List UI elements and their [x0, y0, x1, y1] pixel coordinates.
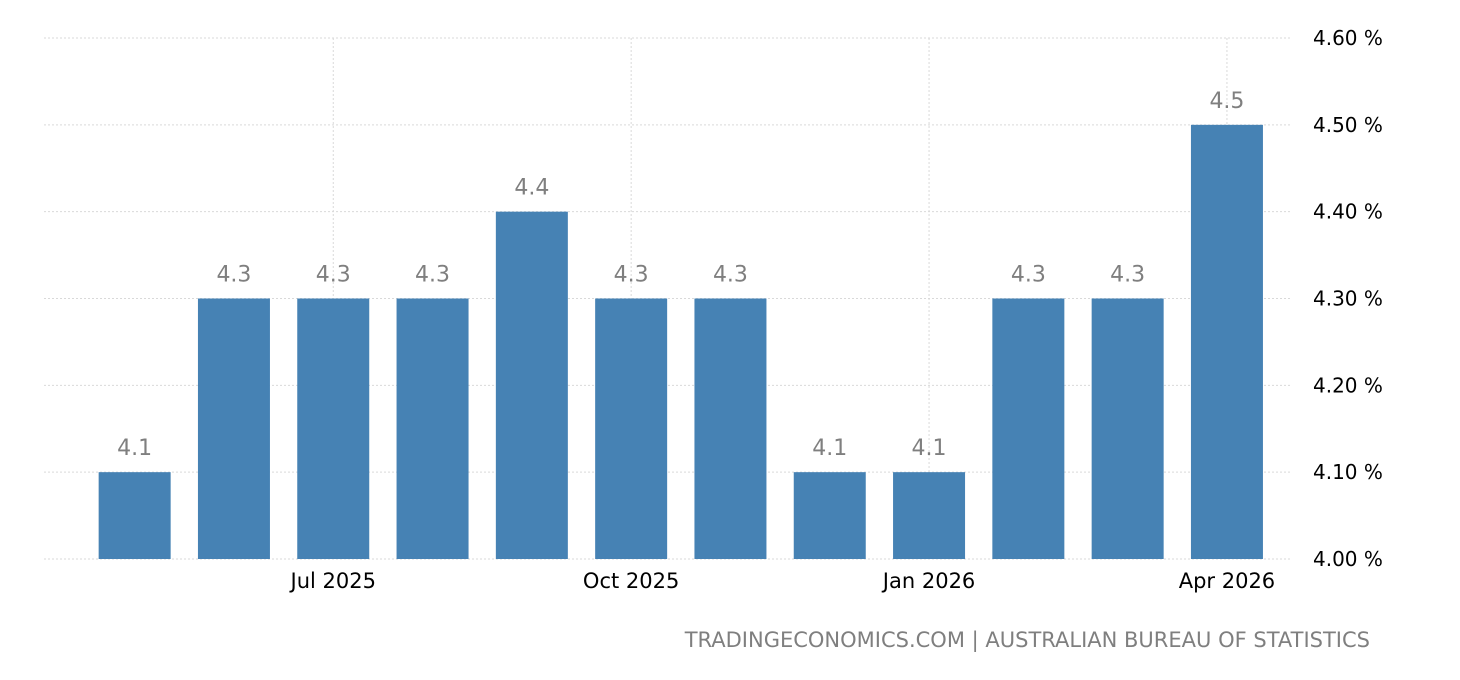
- x-tick-label: Jul 2025: [289, 569, 376, 593]
- bar[interactable]: [793, 472, 866, 559]
- bar-value-label: 4.1: [117, 436, 152, 461]
- source-attribution: TRADINGECONOMICS.COM | AUSTRALIAN BUREAU…: [684, 628, 1370, 652]
- bar-value-label: 4.1: [812, 436, 847, 461]
- bar[interactable]: [396, 298, 469, 560]
- y-tick-label: 4.40 %: [1313, 200, 1383, 224]
- bar[interactable]: [297, 298, 370, 560]
- bar-value-label: 4.5: [1209, 89, 1244, 114]
- bar[interactable]: [1190, 124, 1263, 559]
- y-tick-label: 4.00 %: [1313, 547, 1383, 571]
- y-tick-label: 4.50 %: [1313, 113, 1383, 137]
- bar-value-label: 4.3: [1011, 263, 1046, 288]
- bar-value-labels: 4.1 4.3 4.3 4.3 4.4 4.3 4.3 4.1 4.1 4.3 4.3 4.5: [117, 89, 1244, 461]
- bar-value-label: 4.3: [614, 263, 649, 288]
- bar[interactable]: [595, 298, 668, 560]
- y-tick-label: 4.10 %: [1313, 460, 1383, 484]
- bar-value-label: 4.3: [1110, 263, 1145, 288]
- bar-value-label: 4.3: [316, 263, 351, 288]
- bar-value-label: 4.3: [216, 263, 251, 288]
- y-axis: 4.00 % 4.10 % 4.20 % 4.30 % 4.40 % 4.50 % 4.60…: [1313, 26, 1383, 571]
- bar-value-label: 4.3: [713, 263, 748, 288]
- bar[interactable]: [98, 472, 171, 559]
- bar[interactable]: [495, 211, 568, 559]
- bar[interactable]: [197, 298, 270, 560]
- bars: [98, 124, 1263, 560]
- bar[interactable]: [694, 298, 767, 560]
- x-tick-label: Oct 2025: [583, 569, 679, 593]
- x-tick-label: Jan 2026: [881, 569, 976, 593]
- x-axis: Jul 2025 Oct 2025 Jan 2026 Apr 2026: [289, 569, 1276, 593]
- bar-value-label: 4.1: [912, 436, 947, 461]
- bar[interactable]: [893, 472, 966, 559]
- y-tick-label: 4.30 %: [1313, 287, 1383, 311]
- y-tick-label: 4.20 %: [1313, 373, 1383, 397]
- bar[interactable]: [1091, 298, 1164, 560]
- x-tick-label: Apr 2026: [1179, 569, 1275, 593]
- bar-value-label: 4.4: [514, 176, 549, 201]
- bar[interactable]: [992, 298, 1065, 560]
- bar-value-label: 4.3: [415, 263, 450, 288]
- y-tick-label: 4.60 %: [1313, 26, 1383, 50]
